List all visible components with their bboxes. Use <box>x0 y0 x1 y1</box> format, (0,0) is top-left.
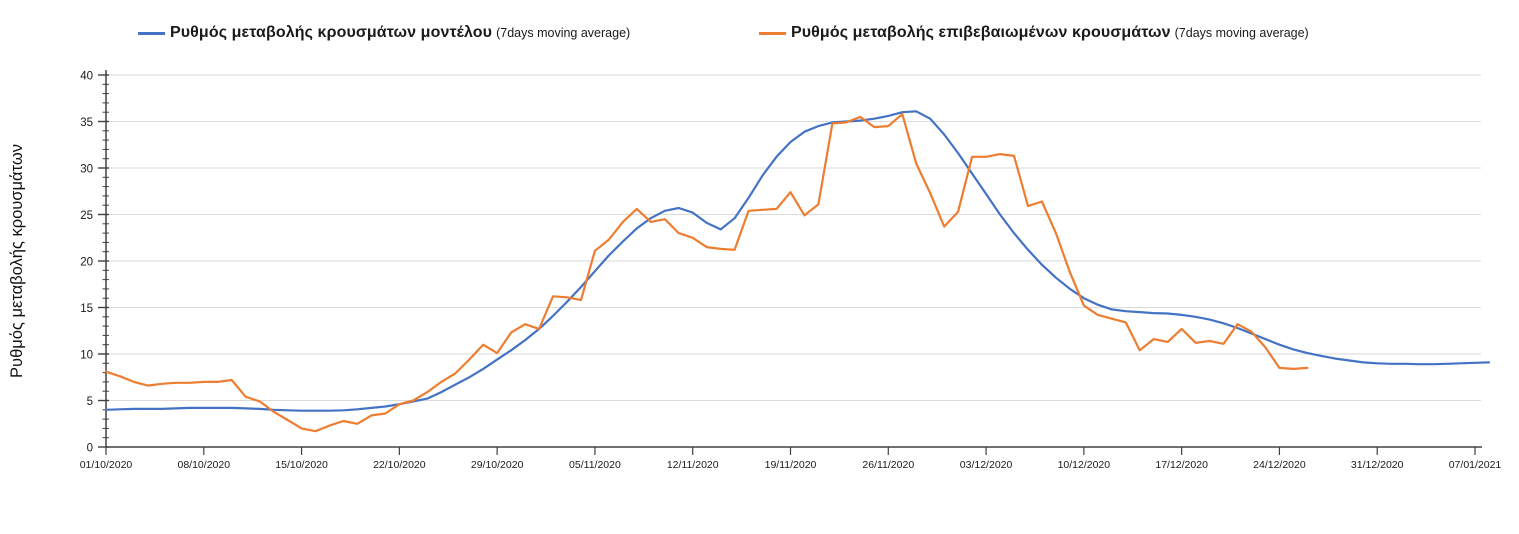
legend-note-model: (7days moving average) <box>496 26 631 40</box>
x-axis: 01/10/2020 08/10/2020 15/10/2020 22/10/2020… <box>80 446 1502 471</box>
x-tick-label: 08/10/2020 <box>178 459 231 471</box>
legend-item-model: Ρυθμός μεταβολής κρουσμάτων μοντέλου (7d… <box>138 24 630 42</box>
y-tick-label: 35 <box>80 117 93 129</box>
x-tick-label: 31/12/2020 <box>1351 459 1404 471</box>
legend-label-confirmed: Ρυθμός μεταβολής επιβεβαιωμένων κρουσμάτ… <box>791 24 1171 41</box>
legend-line-swatch-confirmed <box>759 31 786 35</box>
legend-item-confirmed: Ρυθμός μεταβολής επιβεβαιωμένων κρουσμάτ… <box>759 24 1309 42</box>
y-tick-label: 5 <box>87 396 93 408</box>
series-confirmed-line <box>104 112 1309 433</box>
y-axis-title: Ρυθμός μεταβολής κρουσμάτων <box>8 144 26 378</box>
x-tick-label: 26/11/2020 <box>862 459 914 471</box>
x-tick-label: 03/12/2020 <box>960 459 1013 471</box>
x-tick-label: 24/12/2020 <box>1253 459 1306 471</box>
legend-note-confirmed: (7days moving average) <box>1174 26 1309 40</box>
x-tick-label: 29/10/2020 <box>471 459 524 471</box>
y-tick-label: 25 <box>80 210 93 222</box>
legend-line-swatch-model <box>138 31 165 35</box>
y-axis: 0 5 10 15 20 25 30 35 40 <box>80 70 109 455</box>
y-tick-label: 30 <box>80 164 93 176</box>
x-tick-label: 22/10/2020 <box>373 459 426 471</box>
y-tick-label: 40 <box>80 71 93 83</box>
y-tick-label: 20 <box>80 257 93 269</box>
x-tick-label: 19/11/2020 <box>765 459 817 471</box>
gridlines <box>106 74 1481 401</box>
x-tick-label: 10/12/2020 <box>1058 459 1111 471</box>
series-model-line <box>104 110 1491 412</box>
y-tick-label: 0 <box>87 443 93 455</box>
x-tick-label: 05/11/2020 <box>569 459 621 471</box>
y-tick-label: 10 <box>80 350 93 362</box>
legend-label-model: Ρυθμός μεταβολής κρουσμάτων μοντέλου <box>170 24 493 41</box>
x-tick-label: 01/10/2020 <box>80 459 133 471</box>
x-tick-label: 12/11/2020 <box>667 459 719 471</box>
y-tick-label: 15 <box>80 303 93 315</box>
x-tick-label: 15/10/2020 <box>275 459 328 471</box>
x-tick-label: 07/01/2021 <box>1449 459 1502 471</box>
x-tick-label: 17/12/2020 <box>1155 459 1208 471</box>
